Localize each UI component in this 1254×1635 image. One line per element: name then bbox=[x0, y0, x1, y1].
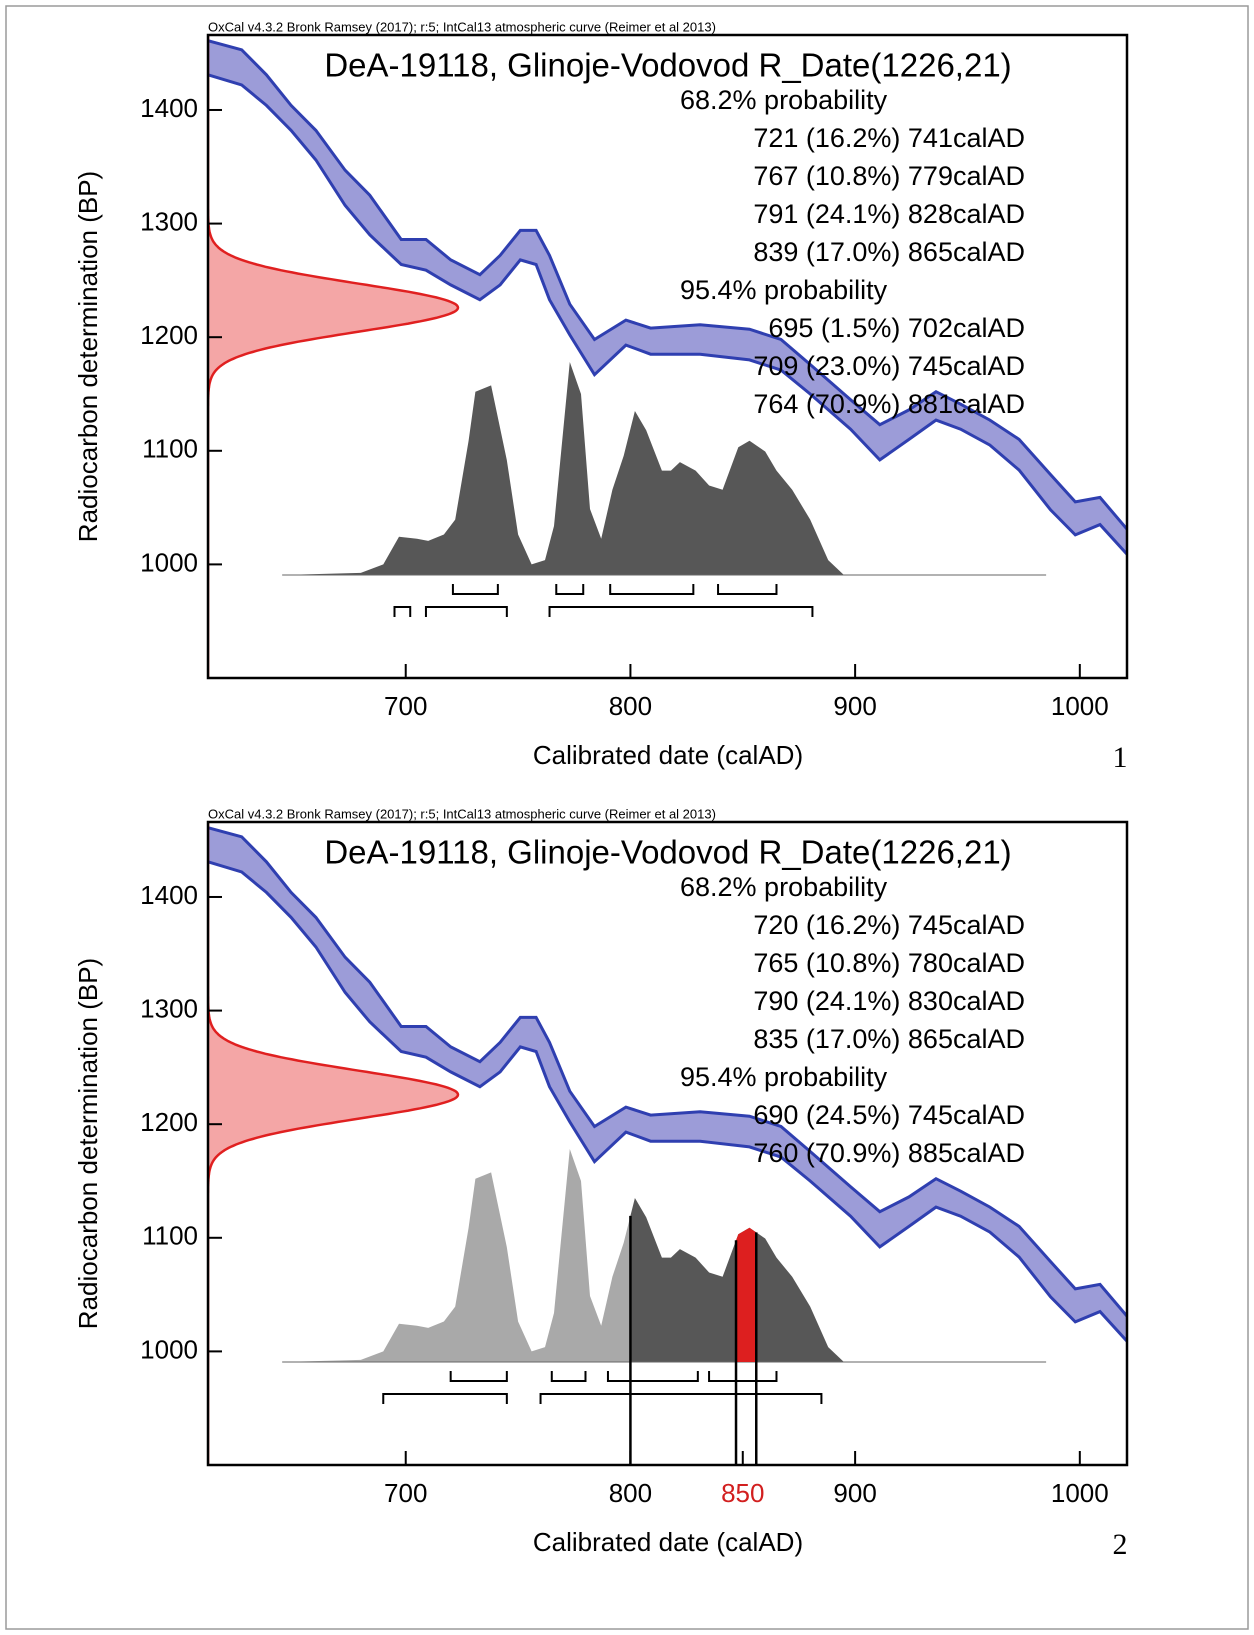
y-tick-label: 1100 bbox=[142, 434, 198, 464]
panel: 700 800 850 900 1000 1000 1100 1200 1300 1400 OxCa… bbox=[73, 806, 1129, 1561]
y-tick-label: 1200 bbox=[140, 1107, 198, 1137]
panel-label: 1 bbox=[1113, 741, 1128, 774]
range-bracket bbox=[539, 1393, 823, 1404]
x-tick-label: 1000 bbox=[1051, 1478, 1109, 1508]
range-text: 709 (23.0%) 745calAD bbox=[753, 351, 1025, 381]
curve-lower bbox=[208, 860, 1127, 1343]
range-text: 690 (24.5%) 745calAD bbox=[753, 1100, 1025, 1130]
range-bracket bbox=[393, 606, 412, 617]
range-text: 764 (70.9%) 881calAD bbox=[753, 389, 1025, 419]
curve-band bbox=[208, 40, 1127, 555]
range-bracket bbox=[548, 606, 814, 617]
y-tick-label: 1000 bbox=[140, 547, 198, 577]
range-bracket bbox=[555, 584, 585, 595]
plot-area bbox=[208, 35, 1127, 678]
y-tick-label: 1300 bbox=[140, 206, 198, 236]
page-border bbox=[5, 5, 1249, 1630]
range-bracket bbox=[451, 584, 499, 595]
posterior-marker bbox=[736, 1227, 757, 1362]
range-bracket bbox=[708, 1371, 778, 1382]
x-tick-label: 900 bbox=[833, 1478, 876, 1508]
x-tick-label: 1000 bbox=[1051, 691, 1109, 721]
y-tick-label: 1400 bbox=[140, 880, 198, 910]
x-axis-label: Calibrated date (calAD) bbox=[533, 740, 803, 770]
plot-frame bbox=[206, 820, 1129, 1467]
range-text: 760 (70.9%) 885calAD bbox=[753, 1138, 1025, 1168]
y-axis-label: Radiocarbon determination (BP) bbox=[73, 171, 103, 542]
range-bracket bbox=[424, 606, 508, 617]
chart-title: DeA-19118, Glinoje-Vodovod R_Date(1226,2… bbox=[324, 834, 1011, 871]
measurement-fill bbox=[208, 822, 458, 1465]
plot-frame bbox=[206, 33, 1129, 680]
posterior-highlight bbox=[630, 1198, 1047, 1362]
chart-title: DeA-19118, Glinoje-Vodovod R_Date(1226,2… bbox=[324, 47, 1011, 84]
curve-upper bbox=[208, 826, 1127, 1318]
posterior-area bbox=[282, 362, 1047, 575]
interval-label: 95.4% probability bbox=[680, 275, 888, 305]
y-tick-label: 1200 bbox=[140, 320, 198, 350]
y-tick-label: 1000 bbox=[140, 1334, 198, 1364]
measurement-line bbox=[208, 822, 460, 1465]
range-bracket bbox=[609, 584, 695, 595]
range-text: 767 (10.8%) 779calAD bbox=[753, 161, 1025, 191]
range-bracket bbox=[382, 1393, 508, 1404]
interval-label: 68.2% probability bbox=[680, 872, 888, 902]
range-text: 720 (16.2%) 745calAD bbox=[753, 910, 1025, 940]
y-tick-label: 1400 bbox=[140, 93, 198, 123]
y-axis-label: Radiocarbon determination (BP) bbox=[73, 958, 103, 1329]
x-tick-label: 850 bbox=[721, 1478, 764, 1508]
curve-band bbox=[208, 827, 1127, 1342]
interval-label: 68.2% probability bbox=[680, 85, 888, 115]
x-tick-label: 700 bbox=[384, 1478, 427, 1508]
range-bracket bbox=[449, 1371, 508, 1382]
range-bracket bbox=[717, 584, 778, 595]
range-text: 721 (16.2%) 741calAD bbox=[753, 123, 1025, 153]
x-tick-label: 800 bbox=[609, 691, 652, 721]
curve-upper bbox=[208, 39, 1127, 531]
x-axis-label: Calibrated date (calAD) bbox=[533, 1527, 803, 1557]
range-text: 695 (1.5%) 702calAD bbox=[768, 313, 1025, 343]
range-bracket bbox=[606, 1371, 699, 1382]
range-text: 835 (17.0%) 865calAD bbox=[753, 1024, 1025, 1054]
plot-area bbox=[208, 822, 1127, 1465]
panel-label: 2 bbox=[1113, 1528, 1128, 1561]
source-note: OxCal v4.3.2 Bronk Ramsey (2017); r:5; I… bbox=[208, 19, 716, 34]
measurement-fill bbox=[208, 35, 458, 678]
measurement-line bbox=[208, 35, 460, 678]
curve-lower bbox=[208, 73, 1127, 556]
y-tick-label: 1100 bbox=[142, 1221, 198, 1251]
range-text: 790 (24.1%) 830calAD bbox=[753, 986, 1025, 1016]
range-text: 765 (10.8%) 780calAD bbox=[753, 948, 1025, 978]
range-text: 791 (24.1%) 828calAD bbox=[753, 199, 1025, 229]
range-text: 839 (17.0%) 865calAD bbox=[753, 237, 1025, 267]
range-bracket bbox=[550, 1371, 587, 1382]
x-tick-label: 800 bbox=[609, 1478, 652, 1508]
y-tick-label: 1300 bbox=[140, 993, 198, 1023]
panel: 700 800 900 1000 1000 1100 1200 1300 1400 OxCal v… bbox=[73, 19, 1129, 774]
interval-label: 95.4% probability bbox=[680, 1062, 888, 1092]
posterior-area bbox=[282, 1149, 631, 1362]
x-tick-label: 700 bbox=[384, 691, 427, 721]
source-note: OxCal v4.3.2 Bronk Ramsey (2017); r:5; I… bbox=[208, 806, 716, 821]
x-tick-label: 900 bbox=[833, 691, 876, 721]
